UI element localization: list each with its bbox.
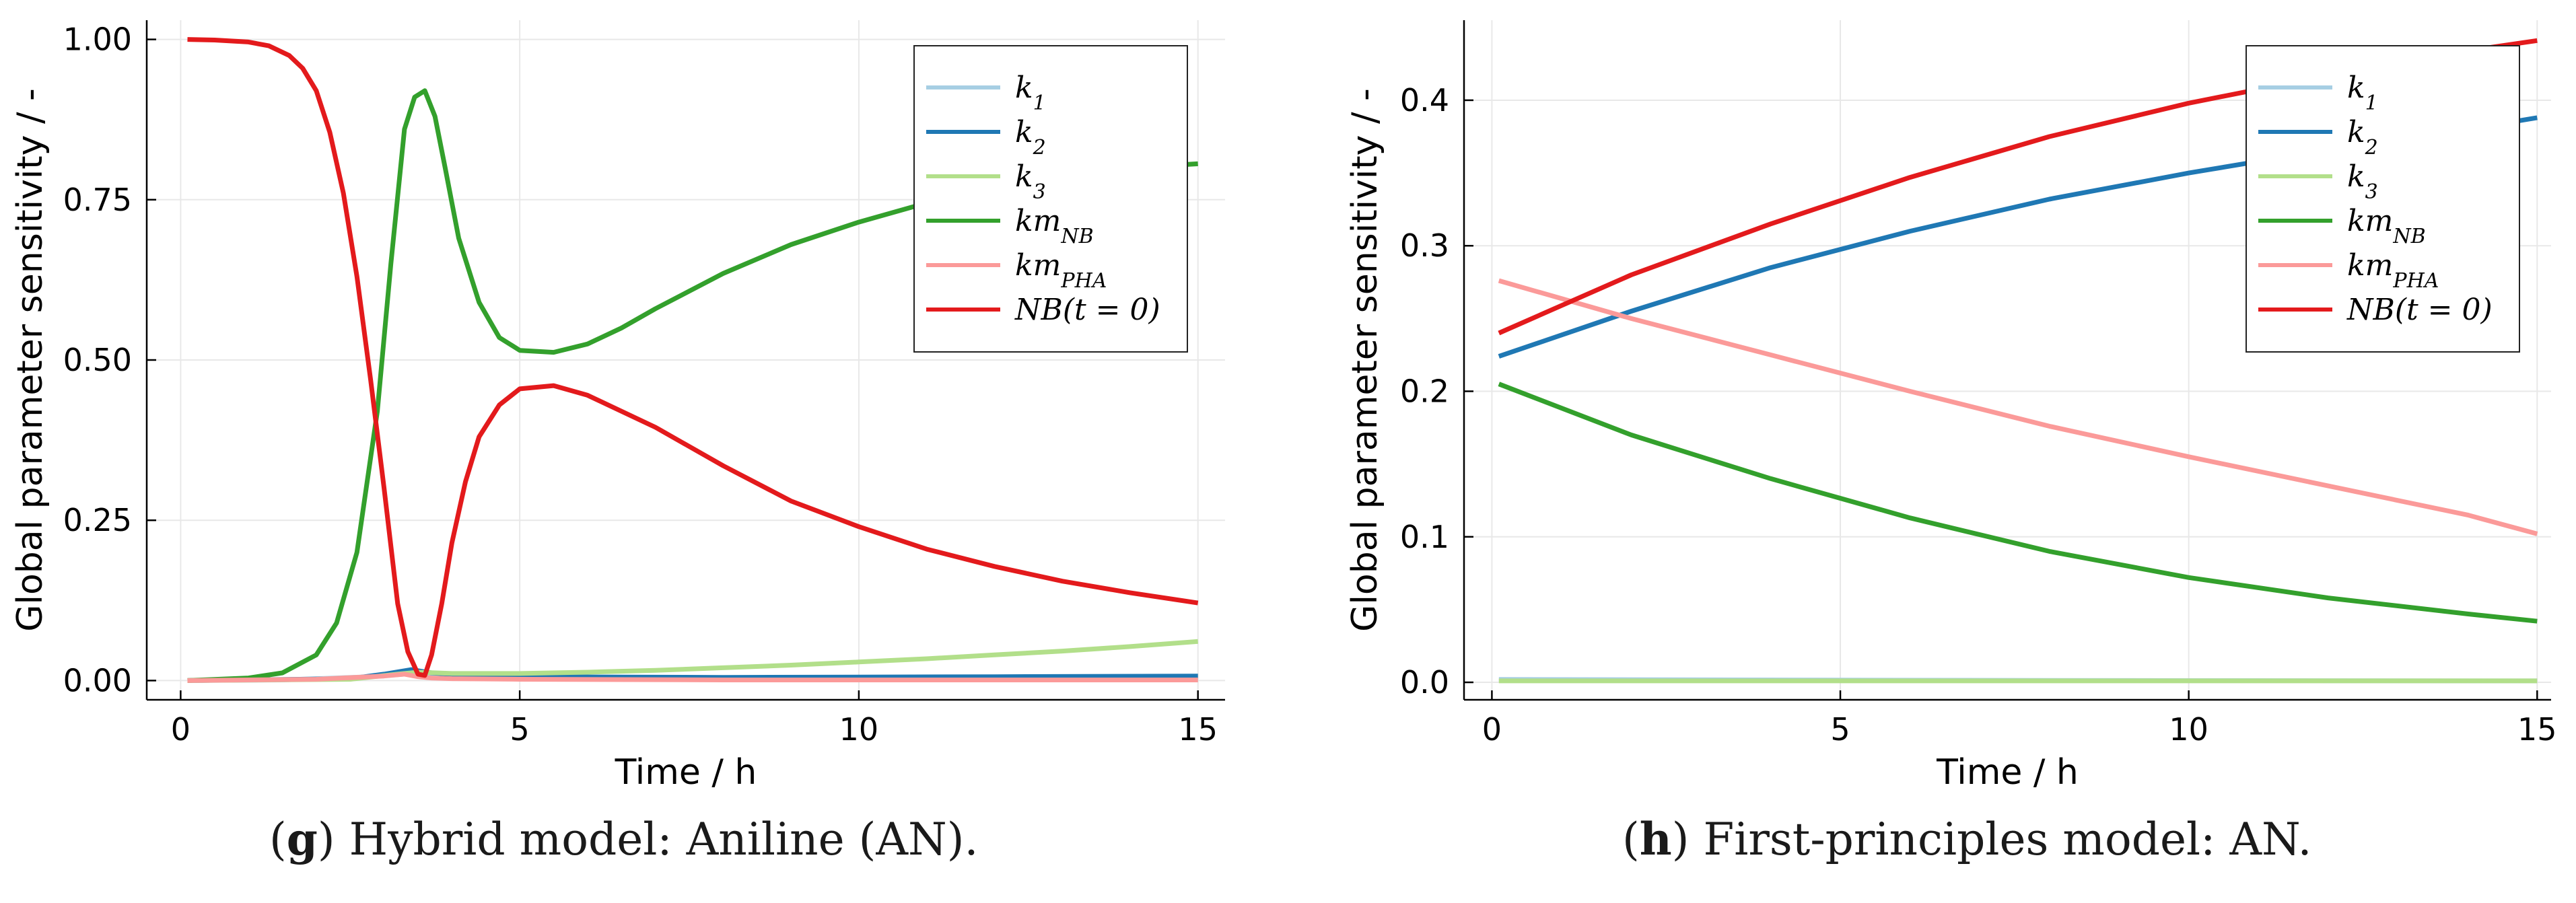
y-tick-label: 0.3: [1400, 227, 1449, 264]
y-tick-label: 0.25: [63, 502, 132, 538]
x-tick-label: 0: [1482, 711, 1502, 748]
y-axis-label: Global parameter sensitivity / -: [10, 88, 50, 632]
y-tick-label: 0.0: [1400, 664, 1449, 700]
y-tick-label: 0.50: [63, 342, 132, 378]
legend-box: [2246, 45, 2520, 353]
legend-box: [913, 45, 1188, 353]
x-axis-label: Time / h: [1936, 752, 2079, 793]
y-tick-label: 0.1: [1400, 519, 1449, 555]
x-axis-label: Time / h: [615, 752, 757, 793]
x-tick-label: 15: [1178, 711, 1218, 748]
chart-h: 0 5 10 15 0.0 0.1 0.2 0.3 0.4 Time / h Global para…: [1345, 20, 2557, 793]
y-tick-label: 0.2: [1400, 373, 1449, 409]
y-tick-label: 1.00: [63, 22, 132, 58]
x-tick-label: 15: [2517, 711, 2557, 748]
x-tick-label: 0: [171, 711, 190, 748]
series-line-5: [187, 37, 1199, 678]
series-line-4: [1498, 278, 2538, 536]
y-tick-label: 0.00: [63, 662, 132, 698]
y-axis-label: Global parameter sensitivity / -: [1345, 88, 1385, 632]
y-tick-label: 0.75: [63, 182, 132, 218]
caption-h: (h) First-principles model: AN.: [1622, 813, 2312, 865]
series-line-3: [187, 88, 1198, 683]
series-line-3: [1498, 382, 2538, 624]
y-tick-label: 0.4: [1400, 82, 1449, 118]
x-tick-label: 5: [1830, 711, 1850, 748]
legend-label: NB(t = 0): [2346, 293, 2493, 327]
x-tick-label: 10: [839, 711, 879, 748]
chart-g: 0 5 10 15 0.00 0.25 0.50 0.75 1.00 Time / h Global…: [10, 20, 1225, 793]
legend-label: NB(t = 0): [1014, 293, 1160, 327]
caption-g-text: Hybrid model: Aniline (AN).: [349, 814, 979, 865]
caption-g-letter: g: [286, 813, 318, 865]
caption-g: (g) Hybrid model: Aniline (AN).: [269, 813, 979, 865]
x-tick-label: 5: [510, 711, 530, 748]
x-tick-label: 10: [2169, 711, 2208, 748]
caption-h-letter: h: [1639, 813, 1672, 865]
caption-h-text: First-principles model: AN.: [1703, 814, 2312, 865]
series-line-4: [187, 672, 1198, 683]
